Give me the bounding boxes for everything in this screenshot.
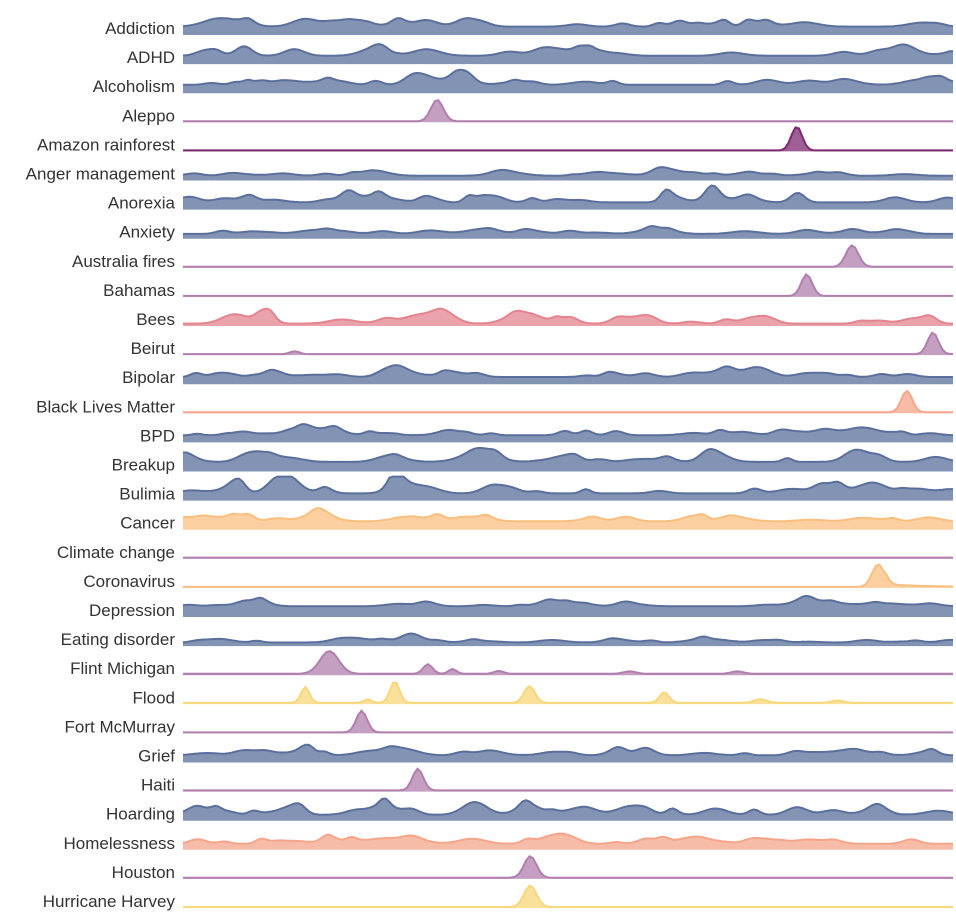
ridge-line-28 bbox=[182, 832, 953, 845]
ridge-line-23 bbox=[183, 681, 953, 704]
ridge-area-29 bbox=[183, 856, 953, 879]
ridgeline-rows: Addiction ADHD Alcoholism Aleppo Amazon rain… bbox=[26, 16, 954, 911]
ridge-line-16 bbox=[182, 475, 953, 495]
row-label: Breakup bbox=[112, 456, 175, 475]
ridge-area-21 bbox=[183, 633, 953, 647]
ridge-line-27 bbox=[182, 797, 954, 816]
ridge-line-29 bbox=[183, 855, 953, 879]
ridge-line-12 bbox=[182, 364, 953, 378]
ridge-line-19 bbox=[183, 563, 954, 588]
row-label: Amazon rainforest bbox=[37, 135, 175, 154]
row-label: Beirut bbox=[131, 339, 176, 358]
row-label: Bipolar bbox=[122, 368, 175, 387]
ridge-line-26 bbox=[183, 767, 953, 792]
row-label: BPD bbox=[140, 426, 175, 445]
row-label: Cancer bbox=[120, 514, 175, 533]
row-label: Anxiety bbox=[119, 223, 175, 242]
row-label: Anorexia bbox=[108, 194, 176, 213]
row-label: Eating disorder bbox=[61, 630, 176, 649]
ridge-area-15 bbox=[183, 447, 953, 472]
row-label: Bees bbox=[136, 310, 175, 329]
row-label: Grief bbox=[138, 747, 175, 766]
ridge-area-13 bbox=[183, 390, 953, 414]
row-label: Haiti bbox=[141, 776, 175, 795]
ridge-area-16 bbox=[183, 476, 953, 501]
ridge-area-27 bbox=[183, 798, 953, 821]
ridge-line-22 bbox=[183, 650, 953, 675]
ridge-area-3 bbox=[183, 100, 953, 123]
ridge-line-2 bbox=[183, 68, 954, 86]
ridge-area-30 bbox=[183, 885, 953, 908]
ridge-area-9 bbox=[183, 274, 953, 297]
ridge-line-0 bbox=[182, 16, 954, 28]
ridge-area-17 bbox=[183, 508, 953, 530]
ridge-line-5 bbox=[182, 166, 953, 177]
ridge-area-12 bbox=[183, 365, 953, 385]
row-label: Depression bbox=[89, 601, 175, 620]
row-label: Bahamas bbox=[103, 281, 175, 300]
row-label: Flint Michigan bbox=[70, 659, 175, 678]
ridge-line-24 bbox=[183, 709, 953, 734]
ridge-line-25 bbox=[182, 743, 954, 757]
row-label: Hoarding bbox=[106, 805, 175, 824]
row-label: Houston bbox=[112, 863, 175, 882]
ridge-area-4 bbox=[183, 127, 953, 152]
row-label: Bulimia bbox=[119, 485, 175, 504]
ridge-line-6 bbox=[182, 184, 954, 204]
ridge-area-25 bbox=[183, 744, 953, 763]
ridge-line-20 bbox=[182, 594, 954, 608]
ridge-area-26 bbox=[183, 768, 953, 792]
row-label: Homelessness bbox=[64, 834, 176, 853]
row-label: Climate change bbox=[57, 543, 175, 562]
ridge-area-5 bbox=[183, 167, 953, 181]
ridge-line-8 bbox=[183, 244, 953, 268]
ridge-area-14 bbox=[183, 424, 953, 443]
ridge-line-15 bbox=[183, 446, 954, 463]
ridge-line-30 bbox=[183, 884, 953, 908]
ridge-line-1 bbox=[182, 42, 953, 57]
ridge-line-7 bbox=[183, 224, 953, 235]
ridge-area-6 bbox=[183, 185, 953, 210]
row-label: Alcoholism bbox=[93, 77, 175, 96]
row-label: Black Lives Matter bbox=[36, 397, 175, 416]
ridge-line-4 bbox=[183, 126, 953, 152]
row-label: ADHD bbox=[127, 48, 175, 67]
row-label: Australia fires bbox=[72, 252, 175, 271]
row-label: Hurricane Harvey bbox=[43, 892, 176, 911]
row-label: Flood bbox=[132, 688, 175, 707]
ridge-line-14 bbox=[182, 423, 954, 437]
ridge-area-28 bbox=[183, 833, 953, 850]
ridge-line-10 bbox=[183, 307, 954, 325]
row-label: Anger management bbox=[26, 165, 176, 184]
ridge-area-24 bbox=[183, 710, 953, 734]
ridge-line-11 bbox=[183, 331, 954, 356]
ridge-area-0 bbox=[183, 18, 953, 35]
ridge-line-9 bbox=[183, 273, 953, 297]
ridge-area-19 bbox=[183, 564, 953, 588]
row-label: Coronavirus bbox=[83, 572, 175, 591]
row-label: Aleppo bbox=[122, 106, 175, 125]
ridge-line-17 bbox=[182, 507, 954, 523]
ridge-line-3 bbox=[183, 99, 953, 123]
ridge-area-20 bbox=[183, 595, 953, 617]
ridge-area-2 bbox=[183, 69, 953, 94]
ridge-line-13 bbox=[183, 389, 953, 414]
row-label: Fort McMurray bbox=[65, 717, 176, 736]
ridge-line-21 bbox=[182, 632, 954, 644]
row-label: Addiction bbox=[105, 19, 175, 38]
ridge-area-22 bbox=[183, 651, 953, 676]
ridge-area-1 bbox=[183, 44, 953, 65]
ridge-area-7 bbox=[183, 226, 953, 239]
